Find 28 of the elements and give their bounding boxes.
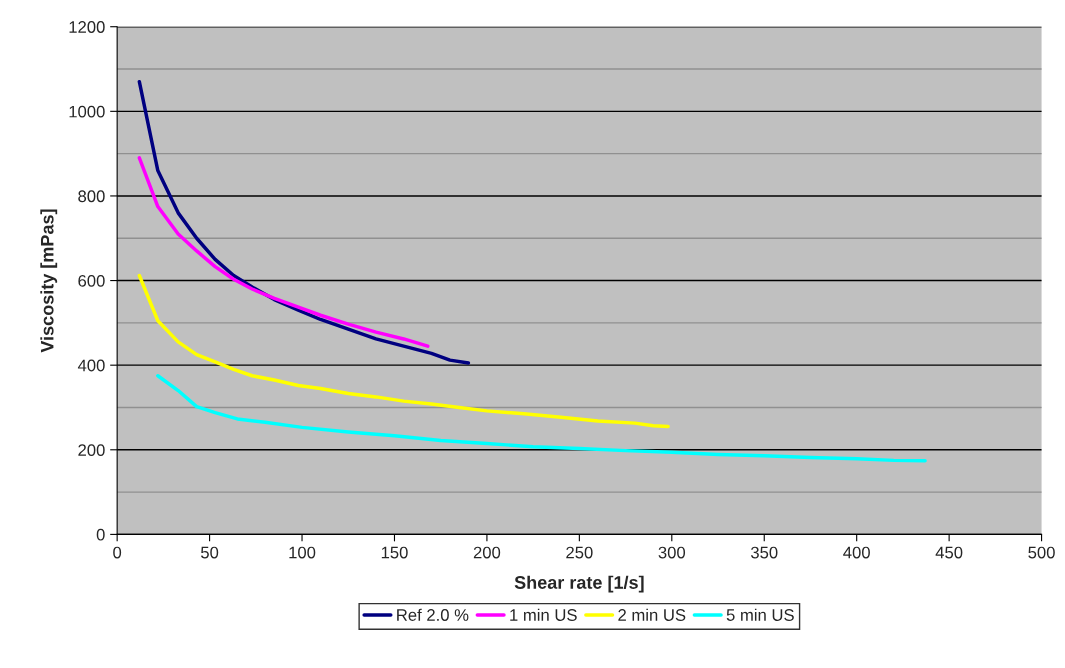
x-tick-label: 250 (566, 546, 593, 559)
y-tick-label: 800 (78, 190, 105, 203)
x-tick-label: 150 (381, 546, 408, 559)
y-tick-label: 400 (77, 359, 105, 372)
x-tick-label: 400 (843, 546, 870, 559)
x-tick-label: 300 (658, 546, 686, 559)
y-tick-label: 600 (78, 274, 105, 287)
x-tick-label: 350 (750, 546, 778, 559)
legend-label: 5 min US (726, 608, 794, 621)
x-tick-label: 0 (113, 546, 122, 559)
legend-label: 1 min US (510, 608, 577, 621)
line-series (137, 156, 430, 348)
legend-label: Ref 2.0 % (397, 608, 469, 621)
y-tick-label: 1200 (69, 21, 105, 33)
y-tick-label: 200 (78, 444, 105, 456)
y-axis-title: Viscosity [mPas] (40, 209, 58, 353)
x-tick-label: 200 (473, 546, 501, 559)
y-tick-label: 0 (96, 528, 105, 541)
x-tick-label: 100 (289, 546, 316, 559)
x-tick-label: 50 (200, 546, 219, 559)
line-series (137, 273, 670, 429)
x-axis-title: Shear rate [1/s] (514, 575, 644, 593)
legend-label: 2 min US (618, 608, 686, 621)
line-series (156, 374, 927, 463)
y-tick-label: 1000 (69, 105, 105, 118)
x-tick-label: 450 (935, 546, 963, 559)
x-tick-label: 500 (1028, 546, 1055, 559)
line-series (137, 79, 471, 365)
